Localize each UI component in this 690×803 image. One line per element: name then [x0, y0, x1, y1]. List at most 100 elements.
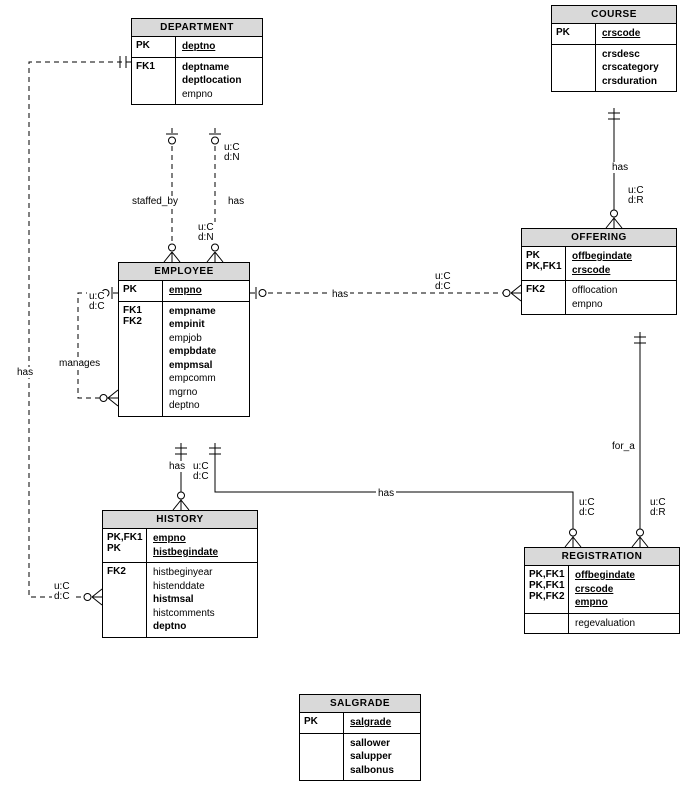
attr: offbegindate [575, 569, 673, 583]
entity-department: DEPARTMENTPK deptno FK1deptnamedeptlocatio… [131, 18, 263, 105]
attr: empname [169, 305, 243, 319]
edge-label: d:C [191, 471, 211, 482]
edge-label: d:C [433, 281, 453, 292]
entity-employee: EMPLOYEEPKempnoFK1FK2empnameempinitempjo… [118, 262, 250, 417]
attr: regevaluation [575, 617, 673, 631]
attr-col: regevaluation [569, 614, 679, 634]
attr: deptno [153, 620, 251, 634]
edge-label: has [226, 196, 246, 207]
attr-col: empnohistbegindate [147, 529, 257, 562]
attr: crsdesc [602, 48, 670, 62]
attr: mgrno [169, 386, 243, 400]
entity-title: COURSE [552, 6, 676, 24]
attr: empinit [169, 318, 243, 332]
edge-label: d:N [196, 232, 216, 243]
attr: deptno [169, 399, 243, 413]
er-diagram-canvas: DEPARTMENTPKdeptnoFK1deptnamedeptlocatio… [0, 0, 690, 803]
entity-section: PK,FK1PKempnohistbegindate [103, 529, 257, 563]
edge-label: d:C [577, 507, 597, 518]
attr: histbegindate [153, 546, 251, 560]
attr-col: deptno [176, 37, 262, 57]
key-col: PK [119, 281, 163, 301]
attr: histmsal [153, 593, 251, 607]
attr: crscode [572, 264, 670, 278]
attr: empjob [169, 332, 243, 346]
edge-label: manages [57, 358, 102, 369]
entity-title: DEPARTMENT [132, 19, 262, 37]
entity-section: FK2offlocationempno [522, 281, 676, 314]
key-col: PK [132, 37, 176, 57]
attr: crscode [602, 27, 670, 41]
edge-label: has [610, 162, 630, 173]
entity-section: PKPK,FK1offbegindatecrscode [522, 247, 676, 281]
key-col [552, 45, 596, 92]
entity-history: HISTORYPK,FK1PKempnohistbegindateFK2hist… [102, 510, 258, 638]
edges-layer [0, 0, 690, 803]
edge-label: has [167, 461, 187, 472]
attr: deptno [182, 40, 256, 54]
attr: crscategory [602, 61, 670, 75]
attr: empno [169, 284, 243, 298]
entity-salgrade: SALGRADEPK salgrade sallowersaluppersalbon… [299, 694, 421, 781]
edge-label: d:R [648, 507, 668, 518]
edge-label: staffed_by [130, 196, 180, 207]
attr-col: histbeginyearhistenddatehistmsalhistcomm… [147, 563, 257, 637]
edge-label: d:N [222, 152, 242, 163]
key-col: FK2 [103, 563, 147, 637]
entity-title: EMPLOYEE [119, 263, 249, 281]
attr-col: sallowersaluppersalbonus [344, 734, 420, 781]
attr: empbdate [169, 345, 243, 359]
entity-title: SALGRADE [300, 695, 420, 713]
entity-title: OFFERING [522, 229, 676, 247]
attr: empno [182, 88, 256, 102]
attr: offlocation [572, 284, 670, 298]
attr: deptlocation [182, 74, 256, 88]
attr-col: offbegindatecrscode [566, 247, 676, 280]
entity-section: PK deptno [132, 37, 262, 58]
attr: crscode [575, 583, 673, 597]
attr: empno [572, 298, 670, 312]
key-col: PK,FK1PK [103, 529, 147, 562]
key-col: PK [552, 24, 596, 44]
attr: empno [153, 532, 251, 546]
attr: sallower [350, 737, 414, 751]
attr: empcomm [169, 372, 243, 386]
edge-label: has [330, 289, 350, 300]
edge-label: d:R [626, 195, 646, 206]
attr: empmsal [169, 359, 243, 373]
edge-label: d:C [87, 301, 107, 312]
entity-course: COURSEPK crscode crsdesccrscategorycrsdura… [551, 5, 677, 92]
entity-offering: OFFERINGPKPK,FK1offbegindatecrscodeFK2of… [521, 228, 677, 315]
key-col: PK,FK1PK,FK1PK,FK2 [525, 566, 569, 613]
attr: crsduration [602, 75, 670, 89]
attr: offbegindate [572, 250, 670, 264]
entity-section: PK salgrade [300, 713, 420, 734]
attr-col: offlocationempno [566, 281, 676, 314]
entity-section: PK empno [119, 281, 249, 302]
attr: histbeginyear [153, 566, 251, 580]
attr: salgrade [350, 716, 414, 730]
attr-col: deptnamedeptlocationempno [176, 58, 262, 105]
edge-label: has [376, 488, 396, 499]
key-col: FK1 [132, 58, 176, 105]
attr-col: crsdesccrscategorycrsduration [596, 45, 676, 92]
key-col: PK [300, 713, 344, 733]
attr-col: empnameempinitempjobempbdateempmsalempco… [163, 302, 249, 416]
edge-label: has [15, 367, 35, 378]
attr: histcomments [153, 607, 251, 621]
entity-section: PK,FK1PK,FK1PK,FK2offbegindatecrscodeemp… [525, 566, 679, 614]
attr-col: empno [163, 281, 249, 301]
entity-registration: REGISTRATIONPK,FK1PK,FK1PK,FK2offbeginda… [524, 547, 680, 634]
entity-section: FK1FK2empnameempinitempjobempbdateempmsa… [119, 302, 249, 416]
attr: salbonus [350, 764, 414, 778]
entity-section: FK2histbeginyearhistenddatehistmsalhistc… [103, 563, 257, 637]
key-col [300, 734, 344, 781]
key-col: FK1FK2 [119, 302, 163, 416]
attr: salupper [350, 750, 414, 764]
key-col: PKPK,FK1 [522, 247, 566, 280]
edge-label: for_a [610, 441, 637, 452]
entity-section: crsdesccrscategorycrsduration [552, 45, 676, 92]
key-col: FK2 [522, 281, 566, 314]
attr: histenddate [153, 580, 251, 594]
edge-label: d:C [52, 591, 72, 602]
